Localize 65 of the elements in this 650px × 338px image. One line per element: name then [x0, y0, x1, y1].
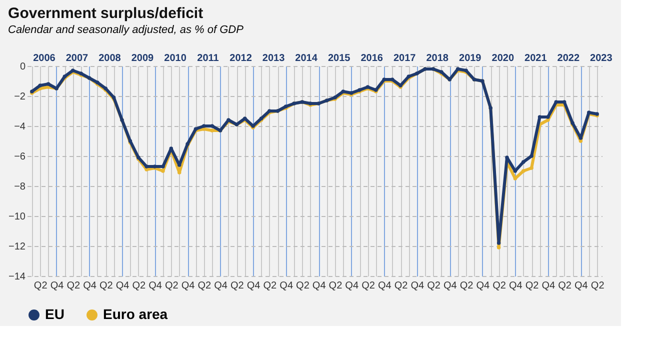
x-tick-label: Q4	[116, 280, 130, 292]
x-tick-label: Q4	[378, 280, 392, 292]
x-tick-label: Q4	[574, 280, 588, 292]
chart-title: Government surplus/deficit	[8, 5, 204, 22]
text: 2013	[262, 53, 286, 64]
y-tick-label: −10	[8, 212, 26, 222]
y-tick-label: −12	[8, 242, 26, 252]
x-tick-label: Q2	[198, 280, 212, 292]
x-tick-label: Q2	[66, 280, 80, 292]
x-tick-label: Q2	[34, 280, 48, 292]
y-tick-label: 0	[20, 62, 26, 72]
x-tick-label: Q2	[296, 280, 310, 292]
x-tick-label: Q4	[246, 280, 261, 292]
x-tick-label: Q4	[345, 280, 359, 292]
text: 2021	[524, 53, 548, 64]
x-tick-label: Q4	[476, 280, 490, 292]
x-tick-label: Q4	[50, 280, 64, 292]
y-tick-label: −2	[14, 92, 26, 102]
x-tick-label: Q2	[230, 280, 244, 292]
x-tick-label: Q2	[558, 280, 572, 292]
x-tick-label: Q4	[410, 280, 424, 292]
text: 2008	[98, 53, 122, 64]
x-tick-label: Q4	[312, 280, 326, 292]
x-tick-label: Q4	[509, 280, 523, 292]
x-tick-label: Q2	[427, 280, 441, 292]
text: 2016	[360, 53, 384, 64]
x-tick-label: Q2	[263, 280, 278, 292]
text: 2009	[131, 53, 154, 64]
text: 2015	[328, 53, 351, 64]
x-tick-label: Q4	[280, 280, 294, 292]
text: 2006	[33, 53, 56, 64]
x-tick-label: Q2	[328, 280, 343, 292]
chart-subtitle: Calendar and seasonally adjusted, as % of GDP	[8, 24, 244, 36]
legend-label: EU	[45, 306, 64, 322]
text: 2023	[590, 53, 613, 64]
x-tick-label: Q2	[394, 280, 408, 292]
x-tick-label: Q2	[492, 280, 506, 292]
x-tick-label: Q4	[148, 280, 162, 292]
y-tick-label: −4	[14, 122, 26, 132]
text: 2020	[492, 53, 514, 64]
text: 2017	[393, 53, 416, 64]
text: 2012	[230, 53, 252, 64]
y-tick-label: −8	[14, 182, 26, 192]
x-tick-label: Q2	[362, 280, 376, 292]
x-tick-label: Q2	[460, 280, 474, 292]
text: 2011	[197, 53, 220, 64]
y-tick-label: −6	[14, 152, 26, 162]
x-tick-label: Q4	[443, 280, 458, 292]
x-tick-label: Q2	[590, 280, 605, 292]
x-tick-label: Q2	[132, 280, 146, 292]
text: 2007	[66, 53, 89, 64]
text: 2019	[459, 53, 482, 64]
x-tick-label: Q2	[164, 280, 179, 292]
legend-label: Euro area	[103, 306, 168, 322]
text: 2022	[557, 53, 580, 64]
x-tick-label: Q4	[542, 280, 556, 292]
y-tick-label: −14	[8, 272, 26, 282]
text: 2010	[164, 53, 187, 64]
x-tick-label: Q4	[214, 280, 228, 292]
x-tick-label: Q2	[99, 280, 114, 292]
text: 2018	[426, 53, 449, 64]
x-tick-label: Q4	[83, 280, 97, 292]
text: 2014	[295, 53, 318, 64]
x-tick-label: Q4	[181, 280, 196, 292]
x-tick-label: Q2	[525, 280, 540, 292]
